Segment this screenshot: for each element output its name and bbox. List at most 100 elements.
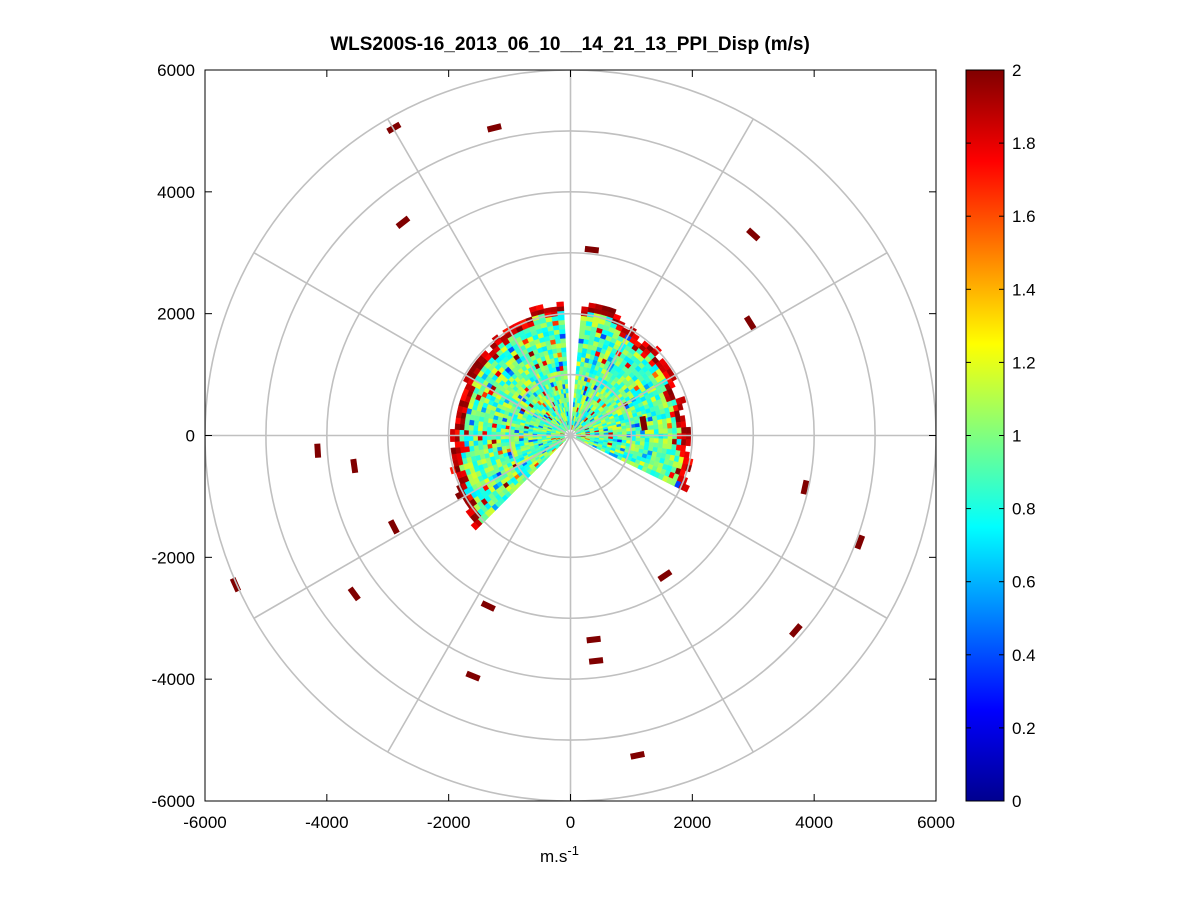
- data-cell: [472, 440, 479, 446]
- data-cell: [486, 439, 492, 445]
- data-cell: [450, 447, 457, 455]
- data-cell: [686, 433, 692, 440]
- data-cell: [640, 437, 646, 443]
- data-cell: [676, 421, 682, 429]
- data-cell: [675, 444, 682, 452]
- data-cell: [635, 426, 641, 432]
- radial-spoke: [569, 435, 754, 753]
- colorbar-tick-label: 1: [1012, 427, 1021, 446]
- data-cell: [557, 315, 565, 321]
- data-cell: [680, 421, 687, 428]
- y-tick-label: -4000: [152, 670, 195, 689]
- isolated-return: [639, 415, 648, 431]
- data-cell: [671, 438, 678, 446]
- isolated-return: [586, 635, 601, 644]
- data-cell: [577, 342, 584, 349]
- data-cell: [612, 313, 622, 321]
- x-axis-label-base: m.s: [540, 847, 567, 866]
- data-cell: [561, 347, 567, 353]
- isolated-return: [743, 315, 757, 331]
- isolated-return: [630, 750, 645, 760]
- data-cell: [608, 432, 614, 435]
- radial-spoke: [570, 434, 888, 619]
- data-cell: [657, 442, 664, 449]
- data-cell: [491, 443, 498, 449]
- data-cell: [535, 304, 544, 311]
- data-cell: [612, 431, 618, 436]
- data-cell: [500, 442, 507, 447]
- isolated-return: [789, 623, 803, 638]
- data-cell: [480, 350, 489, 359]
- data-cell: [496, 442, 502, 448]
- y-tick-label: -2000: [152, 548, 195, 567]
- data-cell: [649, 429, 655, 435]
- data-cell: [662, 438, 669, 445]
- data-cell: [564, 383, 569, 389]
- data-cell: [676, 438, 682, 446]
- data-cell: [561, 356, 567, 362]
- y-tick-label: 6000: [157, 61, 195, 80]
- data-cell: [555, 338, 562, 344]
- data-cell: [463, 435, 469, 442]
- data-cell: [672, 433, 678, 440]
- data-cell: [617, 431, 623, 435]
- x-tick-label: -2000: [427, 813, 470, 832]
- isolated-return: [387, 519, 400, 535]
- data-cell: [662, 423, 668, 430]
- data-cell: [482, 439, 488, 445]
- data-cell: [567, 410, 570, 417]
- data-cell: [477, 444, 484, 451]
- isolated-return: [395, 215, 411, 229]
- data-cell: [564, 378, 569, 385]
- y-tick-label: -6000: [152, 792, 195, 811]
- data-cell: [672, 427, 678, 434]
- colorbar-tick-label: 0.8: [1012, 500, 1036, 519]
- y-axis: 6000 4000 2000 0 -2000 -4000 -6000: [152, 61, 936, 811]
- data-cell: [631, 333, 640, 341]
- data-cell: [477, 420, 484, 427]
- data-cell: [454, 435, 460, 442]
- isolated-return: [347, 586, 361, 602]
- radial-spoke: [253, 252, 571, 437]
- data-cell: [470, 521, 480, 531]
- isolated-return: [657, 569, 673, 583]
- x-tick-label: 4000: [795, 813, 833, 832]
- data-cell: [468, 440, 474, 447]
- data-cell: [621, 431, 628, 435]
- data-cell: [648, 425, 655, 431]
- data-cell: [482, 426, 488, 432]
- colorbar-tick-label: 1.6: [1012, 207, 1036, 226]
- data-cell: [671, 444, 677, 451]
- data-cell: [566, 401, 570, 407]
- data-cell: [518, 437, 524, 442]
- data-cell: [635, 430, 641, 435]
- data-cell: [562, 365, 568, 371]
- data-cell: [677, 403, 684, 411]
- isolated-return: [314, 443, 322, 458]
- data-cell: [459, 429, 465, 436]
- data-cell: [463, 424, 470, 431]
- data-cell: [578, 338, 585, 344]
- x-axis: -6000 -4000 -2000 0 2000 4000 6000: [183, 70, 955, 832]
- data-cell: [557, 356, 563, 363]
- colorbar-tick-label: 1.4: [1012, 280, 1036, 299]
- data-cell: [671, 422, 678, 429]
- isolated-return: [588, 657, 604, 665]
- data-cell: [477, 439, 483, 446]
- colorbar-tick-label: 0.6: [1012, 573, 1036, 592]
- data-cell: [579, 329, 586, 335]
- colorbar-ticks: 0 0.2 0.4 0.6 0.8 1 1.2 1.4 1.6 1.8 2: [966, 61, 1036, 811]
- data-cell: [658, 438, 664, 444]
- radial-spoke: [253, 434, 571, 619]
- data-cell: [473, 420, 479, 427]
- radial-spoke: [387, 435, 572, 753]
- data-cell: [560, 342, 567, 348]
- radial-spoke: [569, 118, 754, 436]
- data-cell: [559, 328, 566, 335]
- data-cell: [669, 373, 677, 382]
- radial-spoke: [387, 118, 572, 436]
- data-cell: [495, 438, 502, 444]
- data-cell: [667, 433, 673, 440]
- polar-grid: [205, 70, 936, 801]
